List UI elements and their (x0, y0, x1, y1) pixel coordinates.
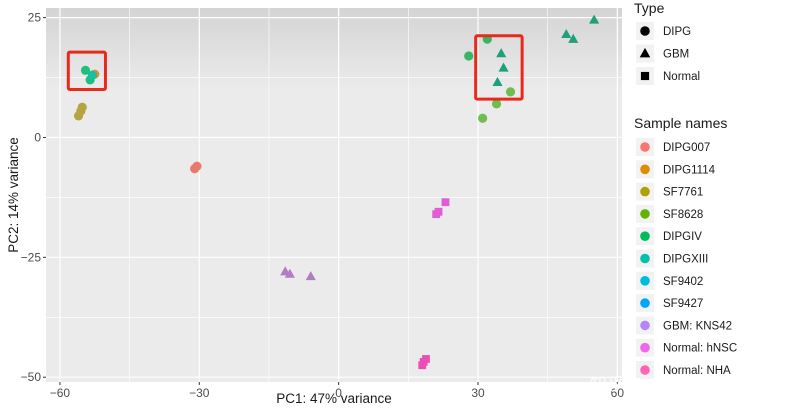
legend-shape-triangle (639, 47, 651, 58)
legend-color-swatch (640, 209, 650, 219)
x-tick-label: −30 (189, 386, 210, 400)
legend-color-label: SF7761 (663, 187, 703, 199)
highlight-box-2 (474, 34, 524, 101)
data-point-dipgiv (80, 65, 91, 75)
color-legend-title: Sample names (634, 115, 727, 131)
legend-color-label: SF9402 (663, 276, 703, 288)
plot-panel (46, 8, 622, 382)
axes: −60 −30 0 30 60 −50 −25 0 25 (21, 11, 625, 400)
x-tick-label: 0 (335, 386, 342, 400)
x-tick-label: 60 (611, 386, 625, 400)
legend-color-label: Normal: NHA (663, 365, 731, 377)
grid-lines (46, 8, 622, 382)
legend-shape-label: DIPG (663, 26, 691, 38)
legend-color-label: SF8628 (663, 209, 703, 221)
legend-shape-label: Normal (663, 71, 700, 83)
data-point-dipgxiii (87, 70, 98, 80)
legend-color-label: DIPGIV (663, 231, 702, 243)
data-point-sf9427 (568, 33, 579, 43)
data-point-gbm-kns42 (305, 271, 316, 281)
highlight-box-1 (66, 50, 107, 92)
legend-color-swatch (640, 186, 650, 197)
legend-shape-square (640, 71, 650, 81)
legend-color-swatch (640, 276, 650, 286)
data-point-gbm-kns42 (284, 268, 295, 278)
legend-color-label: GBM: KNS42 (663, 320, 732, 332)
x-tick-label: 30 (471, 386, 485, 400)
x-tick-label: −60 (50, 386, 71, 400)
legend-color-swatch (640, 320, 650, 331)
data-point-normal-hnsc (441, 198, 450, 207)
data-point-normal-hnsc (434, 207, 443, 216)
y-tick-label: 0 (34, 130, 41, 144)
data-point-dipg007 (192, 161, 202, 171)
legend-color-swatch (640, 164, 650, 175)
data-point-sf7761 (77, 102, 87, 112)
legend-color-swatch (640, 142, 650, 152)
highlight-boxes (66, 34, 524, 101)
watermark: 知乎 @Gremmie (590, 375, 716, 394)
data-points (73, 14, 600, 370)
data-point-normal-nha (422, 355, 430, 363)
data-point-sf8628 (505, 87, 516, 97)
legend-color-swatch (640, 253, 650, 264)
legend-color-swatch (640, 342, 650, 353)
legend-shape-circle (640, 26, 650, 36)
y-axis-title: PC2: 14% variance (6, 137, 21, 253)
y-tick-label: −50 (21, 370, 42, 384)
legend: Type Sample names DIPG GBM Normal DIPG007 DI… (634, 0, 737, 379)
x-axis-title: PC1: 47% variance (276, 391, 392, 406)
legend-color-label: SF9427 (663, 298, 703, 310)
legend-color-label: DIPGXIII (663, 254, 708, 266)
data-point-sf9427 (498, 62, 509, 72)
shape-legend-title: Type (634, 0, 665, 16)
data-point-sf8628 (478, 113, 488, 123)
legend-color-label: Normal: hNSC (663, 343, 737, 355)
y-tick-label: −25 (21, 250, 42, 264)
data-point-sf9427 (589, 14, 600, 24)
legend-color-swatch (640, 231, 650, 241)
legend-color-swatch (640, 365, 650, 375)
data-point-sf9427 (492, 76, 503, 86)
legend-color-label: DIPG007 (663, 142, 710, 154)
y-tick-label: 25 (28, 11, 42, 25)
legend-color-swatch (640, 298, 650, 308)
legend-shape-label: GBM (663, 49, 689, 61)
legend-color-label: DIPG1114 (663, 164, 716, 176)
data-point-sf8628 (491, 99, 502, 109)
data-point-sf9427 (561, 28, 572, 39)
data-point-sf9402 (464, 51, 474, 61)
data-point-sf9427 (496, 48, 507, 58)
